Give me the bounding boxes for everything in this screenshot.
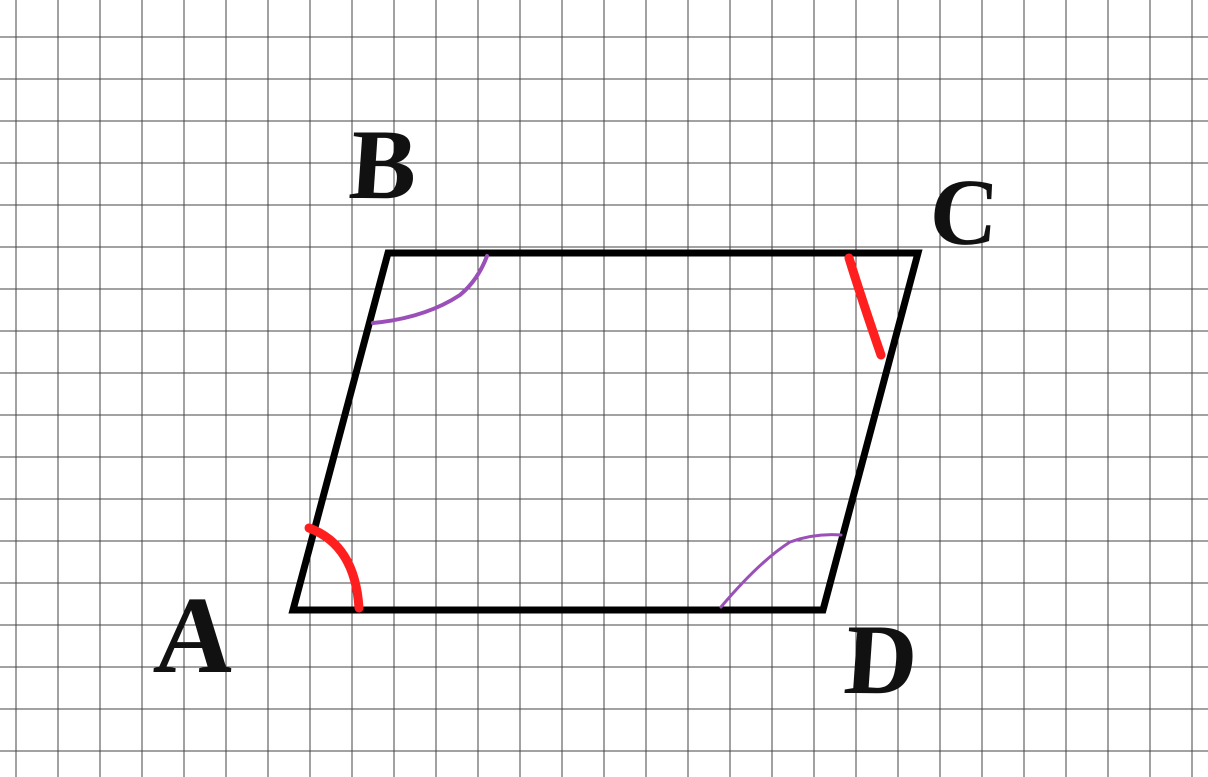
label-b: B — [347, 115, 421, 215]
label-d: D — [842, 610, 921, 710]
parallelogram — [293, 253, 918, 610]
angle-arc-d — [721, 535, 841, 607]
label-c: C — [927, 165, 1002, 260]
angle-arc-c — [849, 258, 881, 355]
label-a: A — [151, 580, 238, 690]
